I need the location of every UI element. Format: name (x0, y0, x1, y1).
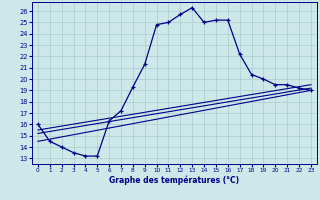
X-axis label: Graphe des températures (°C): Graphe des températures (°C) (109, 176, 239, 185)
